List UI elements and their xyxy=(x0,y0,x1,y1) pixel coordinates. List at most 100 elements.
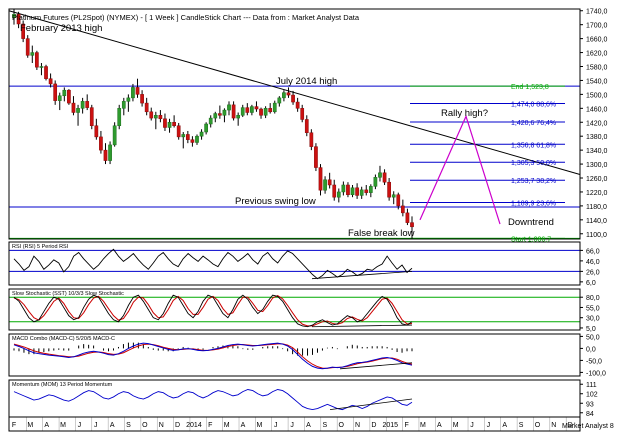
price-tick-label: 1340,0 xyxy=(586,148,608,155)
candle-body xyxy=(158,115,163,120)
candle-body xyxy=(254,106,259,110)
fib-level-label: 1,305,3 50,0% xyxy=(511,160,556,167)
candle-body xyxy=(387,181,391,198)
candle-body xyxy=(373,177,378,187)
candle-body xyxy=(131,87,135,99)
candle-body xyxy=(218,113,222,116)
fib-level-label: 1,253,7 38,2% xyxy=(511,178,556,185)
candle-body xyxy=(76,108,80,113)
price-tick-label: 1700,0 xyxy=(586,23,608,30)
candle-body xyxy=(71,102,76,113)
candle-body xyxy=(103,149,108,161)
candle-body xyxy=(396,194,401,207)
annotation-label: False break low xyxy=(348,228,415,239)
x-axis-label: A xyxy=(437,422,442,429)
candle-body xyxy=(346,184,350,195)
candle-body xyxy=(190,139,195,143)
candle-body xyxy=(62,89,67,97)
annotation-label: Rally high? xyxy=(441,108,488,119)
candle-body xyxy=(400,205,405,214)
x-axis-label: A xyxy=(110,422,115,429)
x-axis-label: O xyxy=(338,422,344,429)
price-tick-label: 1180,0 xyxy=(586,204,607,211)
x-axis-label: S xyxy=(519,422,524,429)
indicator-title: Momentum (MOM) 13 Period Momentum xyxy=(12,382,113,388)
x-axis-label: N xyxy=(551,422,556,429)
x-axis-label: F xyxy=(12,422,16,429)
candle-body xyxy=(231,104,236,119)
candle-body xyxy=(140,94,144,104)
candle-body xyxy=(341,184,346,193)
x-axis-label: S xyxy=(126,422,131,429)
candle-body xyxy=(282,92,286,99)
x-axis-label: S xyxy=(322,422,327,429)
candle-body xyxy=(295,101,300,109)
indicator-tick-label: 0,0 xyxy=(586,346,596,353)
candle-body xyxy=(44,66,48,79)
indicator-tick-label: 66,0 xyxy=(586,248,600,255)
candle-body xyxy=(167,122,172,128)
candle-body xyxy=(355,187,359,196)
price-tick-label: 1220,0 xyxy=(586,190,608,197)
price-tick-label: 1260,0 xyxy=(586,176,608,183)
projection-path xyxy=(419,114,501,225)
indicator-tick-label: -100,0 xyxy=(586,370,606,377)
candle-body xyxy=(208,117,213,125)
annotation-label: July 2014 high xyxy=(276,76,337,87)
indicator-tick-label: 102 xyxy=(586,392,598,399)
chart-title: Platinum Futures (PL2Spot) (NYMEX) - [ 1… xyxy=(12,13,360,22)
candle-body xyxy=(204,123,208,133)
candle-body xyxy=(245,107,250,113)
candle-body xyxy=(359,189,364,196)
candle-body xyxy=(327,179,332,186)
x-axis-label: D xyxy=(175,422,180,429)
indicator-title: Slow Stochastic (SST) 10/3/3 Slow Stocha… xyxy=(12,291,124,297)
price-tick-label: 1540,0 xyxy=(586,78,608,85)
candle-body xyxy=(236,115,241,119)
candle-body xyxy=(240,107,245,116)
x-axis-label: A xyxy=(44,422,49,429)
x-axis-label: A xyxy=(306,422,311,429)
rsi-divergence-line xyxy=(311,270,413,280)
macd-line xyxy=(13,342,413,370)
candle-body xyxy=(135,87,140,95)
price-tick-label: 1660,0 xyxy=(586,37,608,44)
price-panel-frame xyxy=(8,8,581,240)
x-axis-label: F xyxy=(208,422,212,429)
annotation-label: Previous swing low xyxy=(235,196,316,207)
rsi-line xyxy=(13,248,413,280)
x-axis-label: F xyxy=(404,422,408,429)
fib-level-label: Start 1,086,7 xyxy=(511,236,551,243)
indicator-tick-label: 6,0 xyxy=(586,280,596,287)
stoch-panel-frame xyxy=(8,288,581,331)
candle-body xyxy=(277,97,282,104)
annotation-label: Downtrend xyxy=(508,217,554,228)
fib-level-label: 1,474,0 88,6% xyxy=(511,101,556,108)
stochastic-d-line xyxy=(13,294,413,327)
candle-body xyxy=(259,108,263,116)
candle-body xyxy=(263,108,268,116)
price-tick-label: 1140,0 xyxy=(586,218,607,225)
price-tick-label: 1420,0 xyxy=(586,120,608,127)
candle-body xyxy=(99,136,103,151)
x-axis-label: J xyxy=(78,422,82,429)
fib-level-label: 1,189,9 23,6% xyxy=(511,200,556,207)
price-tick-label: 1620,0 xyxy=(586,51,608,58)
x-axis-label: J xyxy=(487,422,491,429)
price-tick-label: 1300,0 xyxy=(586,162,608,169)
indicator-tick-label: 84 xyxy=(586,411,594,418)
momentum-line xyxy=(13,389,413,411)
x-axis-label: J xyxy=(290,422,294,429)
x-axis-label: N xyxy=(355,422,360,429)
x-axis-label: M xyxy=(420,422,426,429)
candle-body xyxy=(314,146,318,168)
candle-body xyxy=(39,66,44,68)
candle-body xyxy=(199,131,204,137)
candle-body xyxy=(378,172,382,178)
candle-body xyxy=(85,101,90,108)
momentum-divergence-line xyxy=(329,398,413,410)
candle-body xyxy=(57,95,62,101)
candle-body xyxy=(21,23,26,39)
x-axis-label: D xyxy=(568,422,573,429)
